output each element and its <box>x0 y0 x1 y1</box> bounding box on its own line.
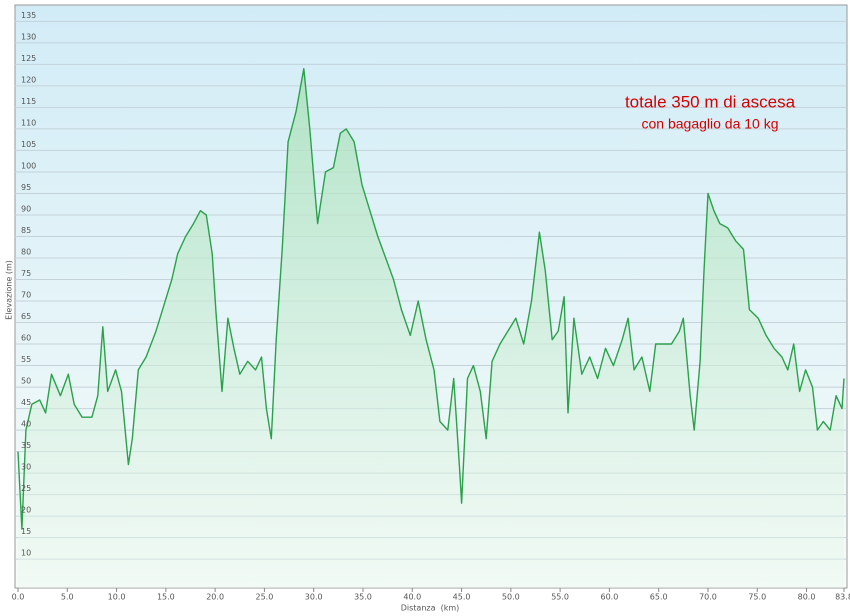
x-tick-label: 10.0 <box>108 593 126 602</box>
y-tick-label: 95 <box>21 183 31 192</box>
x-tick-label: 5.0 <box>61 593 74 602</box>
y-tick-label: 100 <box>21 161 36 170</box>
x-tick-label: 65.0 <box>650 593 668 602</box>
y-tick-label: 65 <box>21 312 31 321</box>
elevation-line <box>17 68 845 530</box>
y-tick-label: 55 <box>21 355 31 364</box>
x-tick-label: 25.0 <box>256 593 274 602</box>
annotation: con bagaglio da 10 kg <box>642 116 779 132</box>
y-tick-label: 85 <box>21 226 31 235</box>
x-tick-label: 80.0 <box>798 593 816 602</box>
y-tick-label: 50 <box>21 377 31 386</box>
y-tick-label: 130 <box>21 32 36 41</box>
y-tick-label: 125 <box>21 54 36 63</box>
x-tick-label: 60.0 <box>601 593 619 602</box>
y-tick-label: 75 <box>21 269 31 278</box>
y-tick-label: 30 <box>21 463 31 472</box>
y-tick-label: 80 <box>21 247 31 256</box>
x-tick-label: 20.0 <box>206 593 224 602</box>
y-tick-label: 135 <box>21 11 36 20</box>
x-tick-label: 40.0 <box>403 593 421 602</box>
x-tick-label: 55.0 <box>551 593 569 602</box>
y-tick-label: 35 <box>21 441 31 450</box>
elevation-area <box>18 68 844 588</box>
y-tick-label: 10 <box>21 549 31 558</box>
y-tick-label: 110 <box>21 118 36 127</box>
x-axis-label: Distanza (km) <box>401 604 460 613</box>
y-tick-label: 60 <box>21 334 31 343</box>
y-tick-label: 105 <box>21 140 36 149</box>
y-tick-label: 115 <box>21 97 36 106</box>
y-axis-label: Elevazione (m) <box>5 260 14 320</box>
x-tick-label: 35.0 <box>354 593 372 602</box>
y-tick-label: 25 <box>21 484 31 493</box>
x-tick-label: 50.0 <box>502 593 520 602</box>
x-tick-label: 75.0 <box>748 593 766 602</box>
y-tick-label: 20 <box>21 506 31 515</box>
x-tick-label: 45.0 <box>453 593 471 602</box>
x-tick-label: 30.0 <box>305 593 323 602</box>
y-tick-label: 15 <box>21 527 31 536</box>
y-tick-label: 90 <box>21 204 31 213</box>
x-tick-label: 83.8 <box>835 593 850 602</box>
x-tick-label: 15.0 <box>157 593 175 602</box>
y-tick-label: 45 <box>21 398 31 407</box>
x-tick-label: 0.0 <box>12 593 25 602</box>
y-tick-label: 120 <box>21 75 36 84</box>
x-tick-label: 70.0 <box>699 593 717 602</box>
annotation: totale 350 m di ascesa <box>625 92 796 111</box>
y-tick-label: 40 <box>21 420 31 429</box>
y-tick-label: 70 <box>21 291 31 300</box>
